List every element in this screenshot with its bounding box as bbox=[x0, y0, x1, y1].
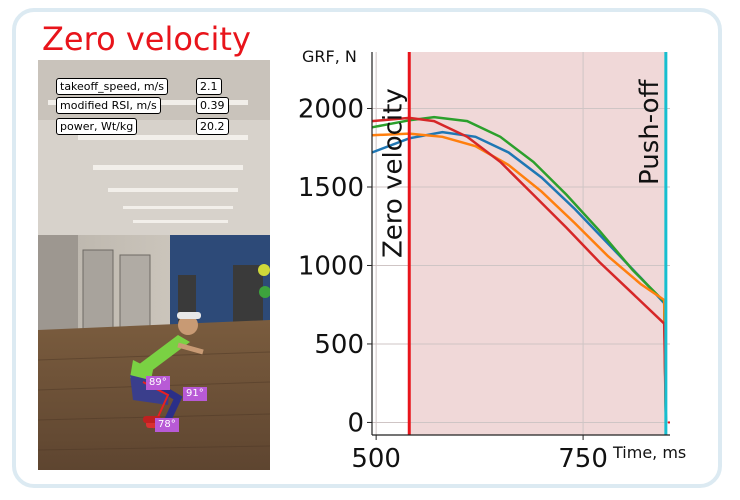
grf-series-line-3 bbox=[371, 132, 668, 423]
metric-value-takeoff-speed: 2.1 bbox=[196, 78, 222, 95]
metric-label-takeoff-speed: takeoff_speed, m/s bbox=[56, 78, 168, 95]
y-tick-label: 500 bbox=[314, 330, 364, 360]
y-tick-label: 1500 bbox=[298, 173, 364, 203]
x-axis-label: Time, ms bbox=[612, 443, 686, 462]
knee-angle-label: 91° bbox=[183, 387, 207, 401]
video-frame: takeoff_speed, m/s 2.1 modified RSI, m/s… bbox=[38, 60, 270, 470]
y-tick-label: 1000 bbox=[298, 251, 364, 281]
push-off-label: Push-off bbox=[635, 79, 665, 185]
grf-series-line-4 bbox=[371, 116, 668, 423]
zero-velocity-label: Zero velocity bbox=[378, 88, 408, 258]
metric-value-power: 20.2 bbox=[196, 118, 229, 135]
metric-label-power: power, Wt/kg bbox=[56, 118, 138, 135]
y-tick-label: 2000 bbox=[298, 95, 364, 125]
x-tick-label: 500 bbox=[351, 444, 401, 474]
phase-shaded-region bbox=[409, 52, 666, 435]
grf-series-line-2 bbox=[371, 115, 668, 423]
y-axis-label: GRF, N bbox=[302, 47, 357, 66]
phase-title: Zero velocity bbox=[42, 20, 251, 58]
metric-value-modified-rsi: 0.39 bbox=[196, 97, 229, 114]
x-tick-label: 750 bbox=[558, 444, 608, 474]
ankle-angle-label: 78° bbox=[155, 418, 179, 432]
hip-angle-label: 89° bbox=[146, 376, 170, 390]
y-tick-label: 0 bbox=[347, 408, 364, 438]
metric-label-modified-rsi: modified RSI, m/s bbox=[56, 97, 161, 114]
